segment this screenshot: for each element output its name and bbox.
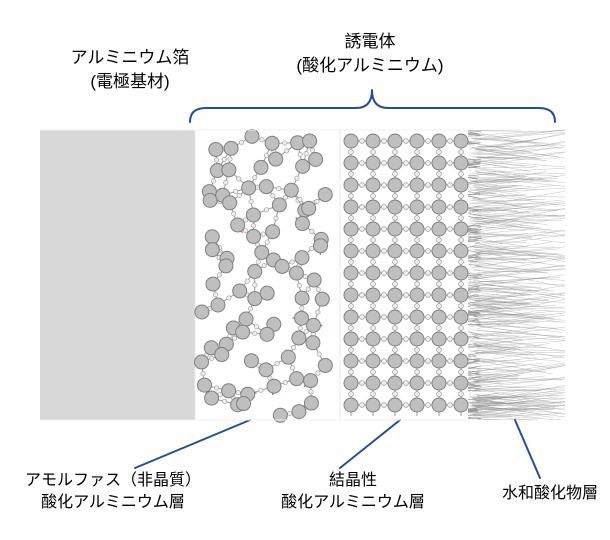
- diagram-svg: [0, 0, 610, 540]
